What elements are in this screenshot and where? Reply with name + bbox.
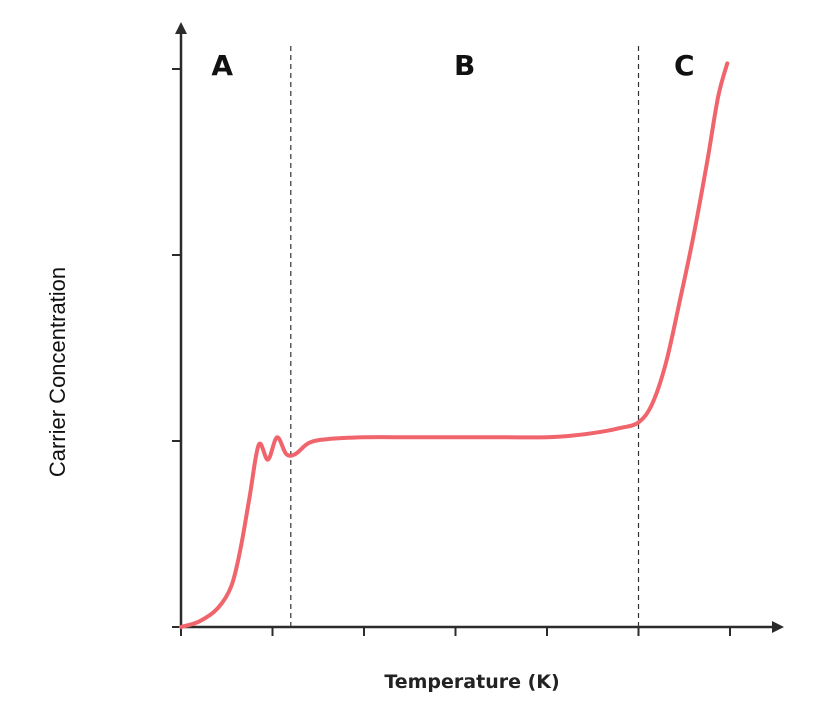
region-dividers <box>290 46 640 627</box>
region-label-b: B <box>454 49 475 82</box>
curves <box>179 61 730 629</box>
region-label-c: C <box>674 49 695 82</box>
y-axis-arrow <box>175 22 187 34</box>
x-axis-title: Temperature (K) <box>384 671 559 693</box>
x-axis-arrow <box>772 621 784 633</box>
series-line <box>179 61 730 629</box>
axes <box>172 22 784 636</box>
region-label-a: A <box>211 49 233 82</box>
region-labels: A B C <box>211 49 694 82</box>
y-axis-title: Carrier Concentration <box>45 267 70 477</box>
